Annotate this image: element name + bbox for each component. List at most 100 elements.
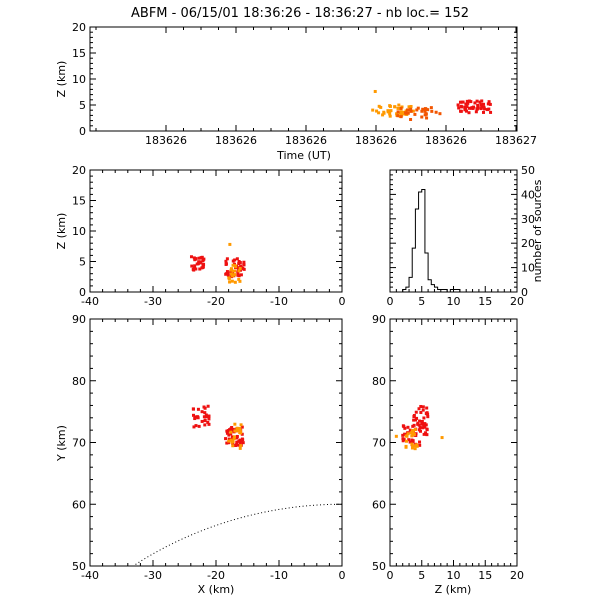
source-point bbox=[203, 411, 207, 415]
source-point bbox=[418, 419, 422, 423]
y-tick-label: 0 bbox=[521, 286, 528, 299]
source-point bbox=[239, 423, 243, 427]
source-point bbox=[191, 407, 195, 411]
source-point bbox=[419, 410, 423, 414]
source-point bbox=[412, 415, 416, 419]
source-point bbox=[224, 437, 228, 441]
source-point bbox=[240, 425, 244, 429]
source-point bbox=[206, 404, 210, 408]
source-point bbox=[438, 112, 442, 116]
source-point bbox=[193, 258, 197, 262]
source-point bbox=[420, 421, 424, 425]
source-point bbox=[407, 438, 411, 442]
source-point bbox=[483, 107, 487, 111]
source-point bbox=[394, 434, 398, 438]
source-point bbox=[202, 405, 206, 409]
source-point bbox=[229, 430, 233, 434]
source-point bbox=[407, 105, 411, 109]
source-point bbox=[404, 439, 408, 443]
source-point bbox=[399, 106, 403, 110]
source-point bbox=[405, 434, 409, 438]
source-point bbox=[381, 113, 385, 117]
source-point bbox=[487, 100, 491, 104]
x-tick-label: 183626 bbox=[145, 134, 187, 147]
x-tick-label: 183626 bbox=[215, 134, 257, 147]
source-point bbox=[416, 421, 420, 425]
y-tick-label: 30 bbox=[521, 213, 535, 226]
source-point bbox=[379, 105, 383, 109]
source-point bbox=[193, 264, 197, 268]
source-point bbox=[415, 443, 419, 447]
panel-x-y: 50 60 70 80 90 -40 -30 -20 -10 0 X (km) Y (km) bbox=[55, 313, 346, 596]
source-point bbox=[224, 272, 228, 276]
source-point bbox=[474, 110, 478, 114]
figure-title: ABFM - 06/15/01 18:36:26 - 18:36:27 - nb… bbox=[131, 6, 469, 21]
source-point bbox=[225, 431, 229, 435]
source-point bbox=[426, 412, 430, 416]
source-point bbox=[422, 416, 426, 420]
source-point bbox=[241, 267, 245, 271]
source-point bbox=[242, 263, 246, 267]
source-point bbox=[434, 110, 438, 114]
source-point bbox=[479, 103, 483, 107]
x-tick-label: -30 bbox=[144, 569, 162, 582]
source-point bbox=[234, 265, 238, 269]
source-point bbox=[480, 99, 484, 103]
source-point bbox=[402, 425, 406, 429]
source-point bbox=[398, 111, 402, 115]
source-point bbox=[224, 262, 228, 266]
source-point bbox=[242, 260, 246, 264]
source-point bbox=[401, 437, 405, 441]
source-point bbox=[465, 109, 469, 113]
x-tick-label: -30 bbox=[144, 295, 162, 308]
source-point bbox=[418, 440, 422, 444]
source-point bbox=[192, 256, 196, 260]
x-tick-label: 10 bbox=[447, 295, 461, 308]
source-point bbox=[486, 102, 490, 106]
source-point bbox=[227, 439, 231, 443]
source-point bbox=[423, 107, 427, 111]
source-point bbox=[238, 429, 242, 433]
source-point bbox=[227, 277, 231, 281]
source-point bbox=[412, 418, 416, 422]
source-point bbox=[417, 407, 421, 411]
x-tick-label: 5 bbox=[418, 295, 425, 308]
source-point bbox=[198, 267, 202, 271]
source-point bbox=[466, 101, 470, 105]
source-point bbox=[193, 417, 197, 421]
source-point bbox=[460, 105, 464, 109]
source-point bbox=[239, 444, 243, 448]
source-point bbox=[410, 438, 414, 442]
source-point bbox=[202, 415, 206, 419]
source-point bbox=[421, 405, 425, 409]
source-point bbox=[457, 106, 461, 110]
x-axis-label: X (km) bbox=[198, 583, 235, 596]
source-point bbox=[489, 110, 493, 114]
source-point bbox=[227, 441, 231, 445]
source-point bbox=[196, 416, 200, 420]
source-point bbox=[418, 443, 422, 447]
source-point bbox=[415, 108, 419, 112]
source-point bbox=[476, 103, 480, 107]
source-point bbox=[227, 433, 231, 437]
source-point bbox=[411, 444, 415, 448]
y-tick-label: 60 bbox=[372, 498, 386, 511]
x-tick-label: -40 bbox=[81, 295, 99, 308]
source-point bbox=[386, 110, 390, 114]
y-tick-label: 10 bbox=[521, 262, 535, 275]
source-point bbox=[233, 269, 237, 273]
source-point bbox=[395, 112, 399, 116]
source-point bbox=[401, 433, 405, 437]
source-point bbox=[377, 104, 381, 108]
source-point bbox=[239, 439, 243, 443]
source-point bbox=[403, 432, 407, 436]
source-point bbox=[417, 423, 421, 427]
source-point bbox=[424, 431, 428, 435]
panel-time-height: 0 5 10 15 20 183626 183626 183626 183626 183626 18… bbox=[55, 21, 537, 162]
source-point bbox=[231, 439, 235, 443]
x-tick-label: -10 bbox=[270, 569, 288, 582]
source-point bbox=[412, 423, 416, 427]
y-axis-label: Y (km) bbox=[55, 425, 68, 462]
